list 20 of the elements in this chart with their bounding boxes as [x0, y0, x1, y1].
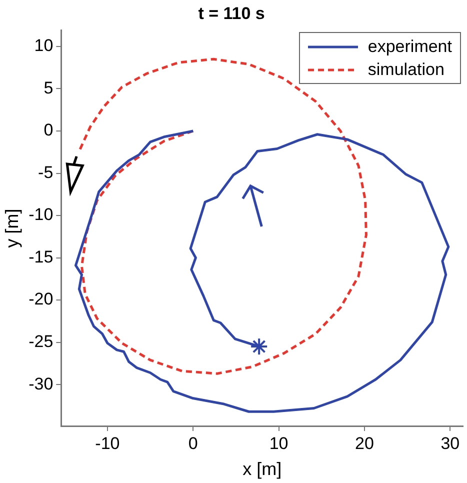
x-tick-label: 20: [355, 434, 374, 453]
y-tick-label: 0: [44, 120, 54, 140]
legend-label: simulation: [368, 60, 444, 80]
y-tick-label: -5: [38, 162, 54, 182]
y-tick-label: -25: [28, 332, 54, 352]
x-axis-title: x [m]: [242, 459, 282, 480]
line-series: [78, 58, 368, 375]
chart-title: t = 110 s: [198, 4, 265, 23]
x-tick-label: 30: [440, 434, 460, 453]
y-axis-title: y [m]: [2, 208, 22, 248]
x-tick-label: -10: [95, 434, 120, 453]
y-tick-label: -20: [28, 290, 54, 309]
legend-label: experiment: [368, 36, 452, 57]
y-tick-label: 10: [34, 36, 54, 56]
y-tick-label: 5: [44, 78, 54, 98]
y-tick-label: -30: [28, 374, 54, 394]
y-tick-label: -10: [28, 205, 54, 224]
x-tick-label: 10: [269, 434, 288, 453]
y-tick-label: -15: [28, 247, 54, 266]
x-tick-label: 0: [188, 434, 198, 453]
